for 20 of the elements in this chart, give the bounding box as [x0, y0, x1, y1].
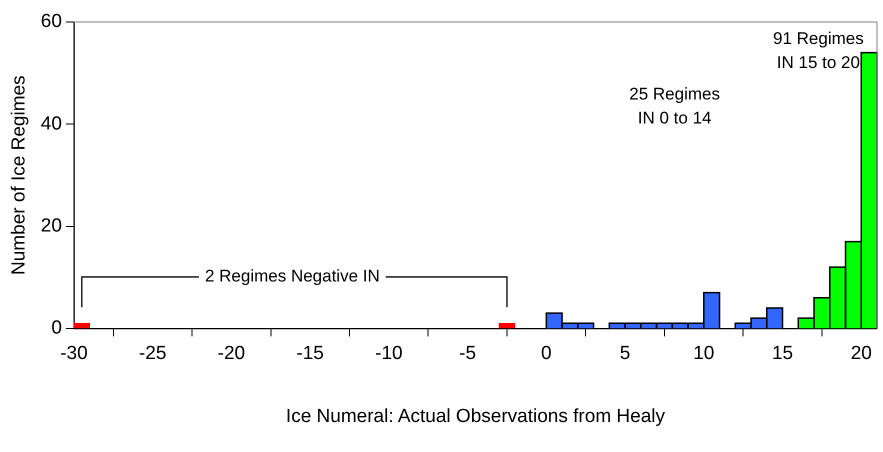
x-tick-label: 20	[850, 343, 872, 364]
annotation: 25 Regimes IN 0 to 14	[629, 84, 720, 128]
y-tick-label: 0	[51, 318, 62, 339]
x-tick-label: 10	[693, 343, 714, 364]
x-tick-label: -10	[375, 343, 403, 364]
y-tick-label: 20	[40, 216, 62, 236]
annotation: 2 Regimes Negative IN	[204, 266, 380, 286]
x-tick-label: 5	[620, 343, 630, 364]
x-tick-label: -20	[218, 343, 246, 364]
y-tick-label: 60	[40, 11, 62, 32]
y-tick-label: 40	[40, 113, 62, 134]
x-tick-label: -30	[60, 343, 88, 364]
x-tick-label: -5	[459, 343, 476, 364]
x-tick-label: 0	[541, 343, 552, 364]
x-tick-label: -25	[138, 343, 166, 364]
x-axis-title: Ice Numeral: Actual Observations from Healy	[286, 406, 666, 427]
annotation: 91 Regimes IN 15 to 20	[773, 28, 864, 72]
y-axis-title: Number of Ice Regimes	[8, 75, 30, 275]
x-tick-label: 15	[772, 343, 794, 364]
x-tick-label: -15	[296, 343, 324, 364]
